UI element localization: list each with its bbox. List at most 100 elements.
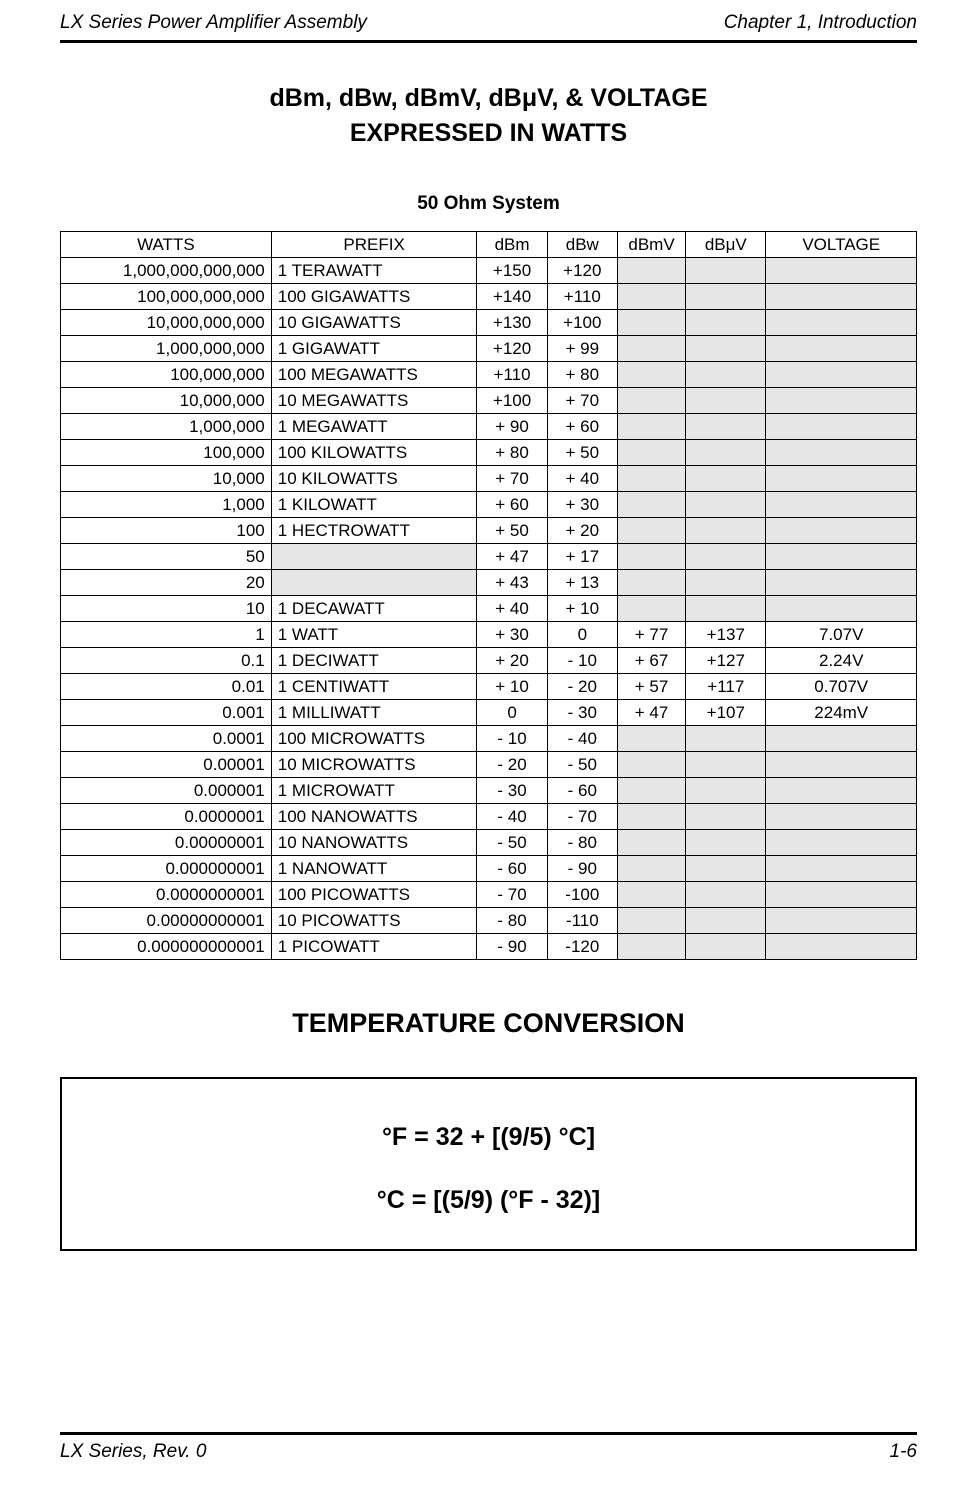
- cell-dbw: + 50: [547, 440, 617, 466]
- cell-prefix: 1 MICROWATT: [271, 778, 477, 804]
- cell-dbw: + 99: [547, 336, 617, 362]
- cell-dbm: 0: [477, 700, 547, 726]
- cell-prefix: 1 DECIWATT: [271, 648, 477, 674]
- cell-watts: 0.00000001: [61, 830, 272, 856]
- cell-prefix: [271, 544, 477, 570]
- main-title-line2: EXPRESSED IN WATTS: [350, 119, 627, 147]
- cell-dbm: + 80: [477, 440, 547, 466]
- table-row: 10,000,00010 MEGAWATTS+100+ 70: [61, 388, 917, 414]
- cell-prefix: 10 KILOWATTS: [271, 466, 477, 492]
- col-header-watts: WATTS: [61, 232, 272, 258]
- cell-watts: 1,000: [61, 492, 272, 518]
- col-header-dbw: dBw: [547, 232, 617, 258]
- cell-dbuv: [686, 934, 766, 960]
- table-row: 0.0000001100 NANOWATTS- 40- 70: [61, 804, 917, 830]
- cell-watts: 100,000,000,000: [61, 284, 272, 310]
- cell-dbm: - 70: [477, 882, 547, 908]
- table-row: 100,000,000,000100 GIGAWATTS+140+110: [61, 284, 917, 310]
- cell-voltage: [766, 388, 917, 414]
- cell-dbuv: [686, 726, 766, 752]
- cell-dbmv: [617, 258, 685, 284]
- cell-voltage: [766, 284, 917, 310]
- cell-dbm: +120: [477, 336, 547, 362]
- cell-watts: 0.000000001: [61, 856, 272, 882]
- cell-dbw: - 10: [547, 648, 617, 674]
- cell-prefix: 1 KILOWATT: [271, 492, 477, 518]
- cell-dbuv: [686, 388, 766, 414]
- cell-voltage: [766, 258, 917, 284]
- cell-voltage: [766, 752, 917, 778]
- table-row: 100,000100 KILOWATTS+ 80+ 50: [61, 440, 917, 466]
- cell-dbuv: [686, 518, 766, 544]
- cell-dbuv: [686, 856, 766, 882]
- table-row: 50+ 47+ 17: [61, 544, 917, 570]
- cell-voltage: [766, 440, 917, 466]
- cell-dbmv: [617, 284, 685, 310]
- cell-dbmv: [617, 778, 685, 804]
- cell-watts: 0.0000000001: [61, 882, 272, 908]
- cell-dbm: - 40: [477, 804, 547, 830]
- cell-dbuv: [686, 284, 766, 310]
- cell-dbmv: [617, 596, 685, 622]
- cell-prefix: 10 GIGAWATTS: [271, 310, 477, 336]
- cell-dbm: + 90: [477, 414, 547, 440]
- cell-watts: 100,000,000: [61, 362, 272, 388]
- table-row: 0.0001100 MICROWATTS- 10- 40: [61, 726, 917, 752]
- table-row: 1,000,0001 MEGAWATT+ 90+ 60: [61, 414, 917, 440]
- cell-dbuv: [686, 596, 766, 622]
- cell-prefix: 10 MICROWATTS: [271, 752, 477, 778]
- cell-dbm: + 30: [477, 622, 547, 648]
- cell-dbmv: [617, 544, 685, 570]
- cell-watts: 100,000: [61, 440, 272, 466]
- cell-watts: 0.00000000001: [61, 908, 272, 934]
- cell-watts: 100: [61, 518, 272, 544]
- cell-dbm: + 20: [477, 648, 547, 674]
- cell-watts: 0.0001: [61, 726, 272, 752]
- cell-prefix: 100 PICOWATTS: [271, 882, 477, 908]
- cell-dbm: - 90: [477, 934, 547, 960]
- header-left: LX Series Power Amplifier Assembly: [60, 12, 367, 34]
- cell-voltage: [766, 596, 917, 622]
- cell-dbm: + 50: [477, 518, 547, 544]
- cell-dbm: +110: [477, 362, 547, 388]
- cell-dbm: - 20: [477, 752, 547, 778]
- cell-voltage: [766, 882, 917, 908]
- cell-prefix: 10 NANOWATTS: [271, 830, 477, 856]
- cell-watts: 0.000000000001: [61, 934, 272, 960]
- cell-prefix: 100 MEGAWATTS: [271, 362, 477, 388]
- cell-dbuv: +127: [686, 648, 766, 674]
- cell-dbuv: [686, 310, 766, 336]
- cell-dbw: + 10: [547, 596, 617, 622]
- cell-prefix: 1 GIGAWATT: [271, 336, 477, 362]
- cell-dbmv: [617, 466, 685, 492]
- cell-prefix: 1 MILLIWATT: [271, 700, 477, 726]
- cell-dbw: - 30: [547, 700, 617, 726]
- cell-prefix: 10 MEGAWATTS: [271, 388, 477, 414]
- cell-voltage: [766, 414, 917, 440]
- cell-voltage: 224mV: [766, 700, 917, 726]
- cell-watts: 0.1: [61, 648, 272, 674]
- temp-title: TEMPERATURE CONVERSION: [60, 1008, 917, 1039]
- cell-watts: 1,000,000,000,000: [61, 258, 272, 284]
- cell-prefix: 100 MICROWATTS: [271, 726, 477, 752]
- cell-dbm: + 47: [477, 544, 547, 570]
- cell-voltage: [766, 856, 917, 882]
- cell-dbmv: [617, 726, 685, 752]
- cell-prefix: [271, 570, 477, 596]
- cell-dbuv: [686, 778, 766, 804]
- cell-dbmv: [617, 830, 685, 856]
- cell-dbuv: [686, 908, 766, 934]
- cell-voltage: [766, 830, 917, 856]
- cell-dbuv: +117: [686, 674, 766, 700]
- table-row: 0.0000000110 NANOWATTS- 50- 80: [61, 830, 917, 856]
- cell-dbuv: [686, 882, 766, 908]
- cell-voltage: [766, 362, 917, 388]
- cell-dbmv: [617, 518, 685, 544]
- table-row: 0.0000110 MICROWATTS- 20- 50: [61, 752, 917, 778]
- table-row: 10,00010 KILOWATTS+ 70+ 40: [61, 466, 917, 492]
- cell-dbw: +100: [547, 310, 617, 336]
- cell-watts: 1,000,000,000: [61, 336, 272, 362]
- cell-dbuv: [686, 414, 766, 440]
- cell-dbw: + 80: [547, 362, 617, 388]
- cell-dbm: - 60: [477, 856, 547, 882]
